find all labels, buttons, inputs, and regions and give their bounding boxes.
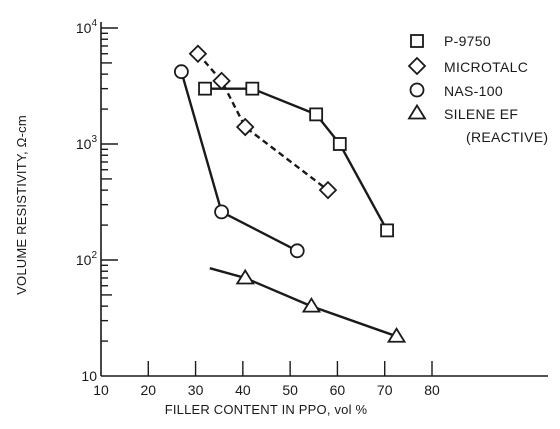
axes (101, 22, 548, 376)
legend-circle-marker-icon (411, 84, 424, 97)
data-point-p-9750-square-icon (310, 108, 322, 120)
x-tick-label: 60 (330, 382, 346, 398)
data-point-p-9750-square-icon (246, 83, 258, 95)
y-tick-label: 10 (81, 368, 97, 384)
x-tick-label: 10 (93, 382, 109, 398)
legend-triangle-marker-icon (409, 106, 425, 119)
data-point-microtalc-diamond-icon (214, 73, 230, 89)
y-tick-label: 103 (76, 134, 98, 152)
x-tick-label: 30 (188, 382, 204, 398)
legend-label-p9750: P-9750 (444, 33, 491, 49)
legend-label-silene-ef-reactive: (REACTIVE) (466, 129, 548, 145)
legend-diamond-icon (409, 58, 425, 74)
legend-label-microtalc: MICROTALC (444, 59, 528, 75)
legend-triangle-icon (409, 106, 425, 119)
series-lines (181, 54, 396, 337)
data-point-nas-100-circle-icon (175, 65, 188, 78)
data-point-silene-ef-triangle-icon (303, 299, 319, 312)
series-line-silene-ef (210, 268, 397, 336)
data-point-p-9750-square-icon (381, 224, 393, 236)
legend-label-nas100: NAS-100 (444, 83, 503, 99)
legend-diamond-marker-icon (409, 58, 425, 74)
y-axis-title: VOLUME RESISTIVITY, Ω-cm (14, 115, 29, 295)
x-tick-label: 50 (282, 382, 298, 398)
data-point-microtalc-diamond-icon (190, 46, 206, 62)
x-tick-label: 20 (140, 382, 156, 398)
x-tick-label: 40 (235, 382, 251, 398)
legend-label-silene-ef: SILENE EF (444, 106, 518, 122)
series-line-p-9750 (205, 89, 387, 231)
x-tick-label: 80 (424, 382, 440, 398)
y-tick-label: 102 (76, 250, 98, 268)
series-line-microtalc (198, 54, 328, 191)
legend: P-9750 MICROTALC NAS-100 SILENE EF (REAC… (409, 33, 548, 145)
x-axis-title: FILLER CONTENT IN PPO, vol % (165, 402, 368, 417)
y-tick-label: 104 (76, 18, 98, 36)
legend-square-marker-icon (411, 35, 423, 47)
legend-circle-icon (411, 84, 424, 97)
data-point-p-9750-square-icon (199, 83, 211, 95)
data-point-p-9750-square-icon (334, 138, 346, 150)
data-point-nas-100-circle-icon (215, 205, 228, 218)
legend-square-icon (411, 35, 423, 47)
data-point-nas-100-circle-icon (291, 244, 304, 257)
x-axis-ticks: 10 20 30 40 50 60 70 80 (93, 361, 440, 398)
x-tick-label: 70 (377, 382, 393, 398)
y-axis-ticks: 10 102 103 104 (76, 18, 118, 384)
